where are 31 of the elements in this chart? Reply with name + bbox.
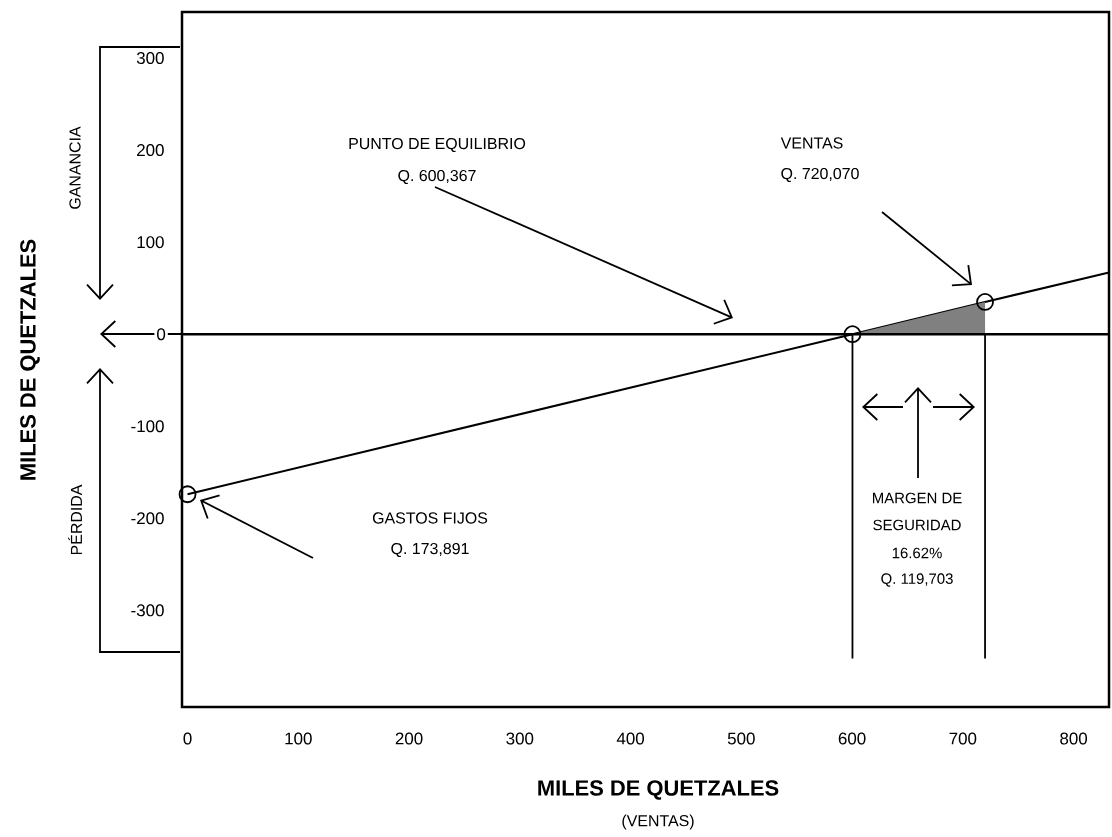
annotation: Q. 119,703 — [881, 573, 953, 587]
x-tick-label: 400 — [616, 732, 645, 745]
annotation: PUNTO DE EQUILIBRIO — [349, 137, 526, 153]
x-tick-label: 600 — [838, 732, 866, 745]
y-tick-label: 200 — [137, 144, 164, 157]
y-tick-label: 0 — [157, 328, 166, 341]
x-tick-label: 200 — [395, 732, 423, 745]
annotation: SEGURIDAD — [873, 519, 961, 531]
y-tick-label: -200 — [131, 512, 164, 525]
text: PÉRDIDA — [68, 484, 82, 555]
x-tick-label: 0 — [183, 732, 192, 745]
x-tick-label: 300 — [506, 732, 534, 745]
text: (VENTAS) — [622, 814, 694, 830]
y-tick-label: 300 — [136, 52, 164, 65]
annotation: VENTAS — [780, 137, 843, 149]
annotation: 16.62% — [892, 547, 942, 559]
annotation: Q. 173,891 — [391, 542, 469, 558]
annotation: GASTOS FIJOS — [372, 512, 488, 524]
x-tick-label: 100 — [285, 732, 312, 745]
x-tick-label: 500 — [727, 732, 755, 745]
x-tick-label: 800 — [1060, 732, 1088, 745]
annotation: MARGEN DE — [872, 492, 962, 504]
y-tick-label: 100 — [137, 236, 164, 249]
annotation: Q. 720,070 — [781, 167, 859, 183]
y-axis-title: MILES DE QUETZALES — [20, 239, 40, 480]
x-tick-label: 700 — [949, 732, 977, 745]
y-tick-label: -100 — [131, 420, 164, 433]
text: GANANCIA — [69, 126, 81, 209]
annotation: Q. 600,367 — [398, 169, 476, 185]
x-axis-title: MILES DE QUETZALES — [538, 780, 779, 800]
y-tick-label: -300 — [131, 604, 164, 617]
